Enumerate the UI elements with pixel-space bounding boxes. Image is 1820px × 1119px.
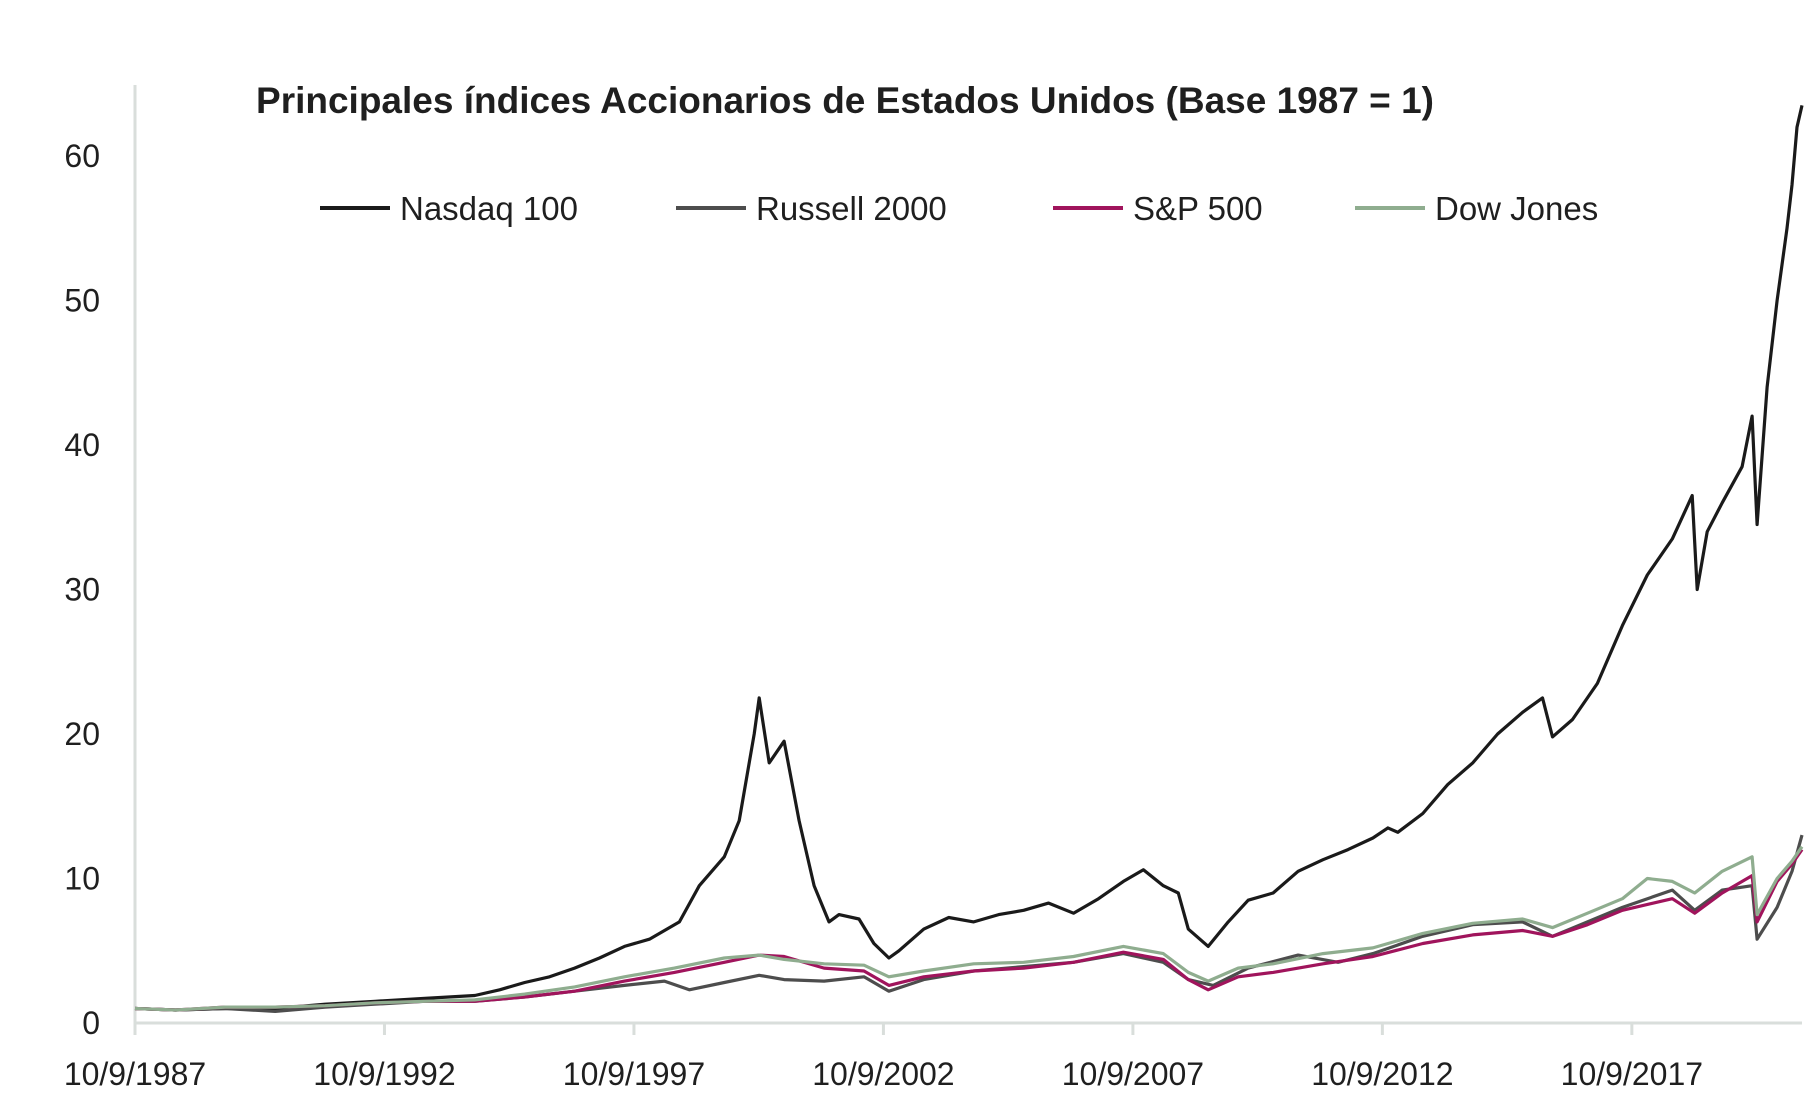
x-tick-label: 10/9/1992	[313, 1056, 455, 1092]
legend-label: Dow Jones	[1435, 190, 1598, 227]
series-layer	[134, 105, 1804, 1013]
y-tick-label: 10	[64, 861, 100, 897]
legend-label: Nasdaq 100	[400, 190, 578, 227]
y-tick-label: 30	[64, 572, 100, 608]
y-tick-label: 50	[64, 283, 100, 319]
y-tick-label: 20	[64, 716, 100, 752]
series-line-s-p-500	[134, 848, 1804, 1012]
x-tick-label: 10/9/2012	[1311, 1056, 1453, 1092]
y-tick-label: 60	[64, 138, 100, 174]
legend-label: S&P 500	[1133, 190, 1263, 227]
legend: Nasdaq 100 Russell 2000 S&P 500 Dow Jones	[320, 190, 1598, 227]
series-line-russell-2000	[134, 834, 1804, 1013]
x-tick-label: 10/9/2017	[1561, 1056, 1703, 1092]
legend-label: Russell 2000	[756, 190, 947, 227]
series-line-nasdaq-100	[134, 105, 1804, 1012]
x-tick-label: 10/9/1987	[64, 1056, 206, 1092]
axes: 0 10 20 30 40 50 60 10/9/1987 10/9/1992 10/9/1997…	[64, 85, 1802, 1092]
chart-title: Principales índices Accionarios de Estad…	[256, 80, 1434, 121]
x-tick-label: 10/9/2007	[1062, 1056, 1204, 1092]
y-tick-label: 0	[82, 1005, 100, 1041]
y-tick-label: 40	[64, 427, 100, 463]
x-tick-label: 10/9/2002	[812, 1056, 954, 1092]
series-line-dow-jones	[134, 845, 1804, 1012]
x-tick-label: 10/9/1997	[563, 1056, 705, 1092]
